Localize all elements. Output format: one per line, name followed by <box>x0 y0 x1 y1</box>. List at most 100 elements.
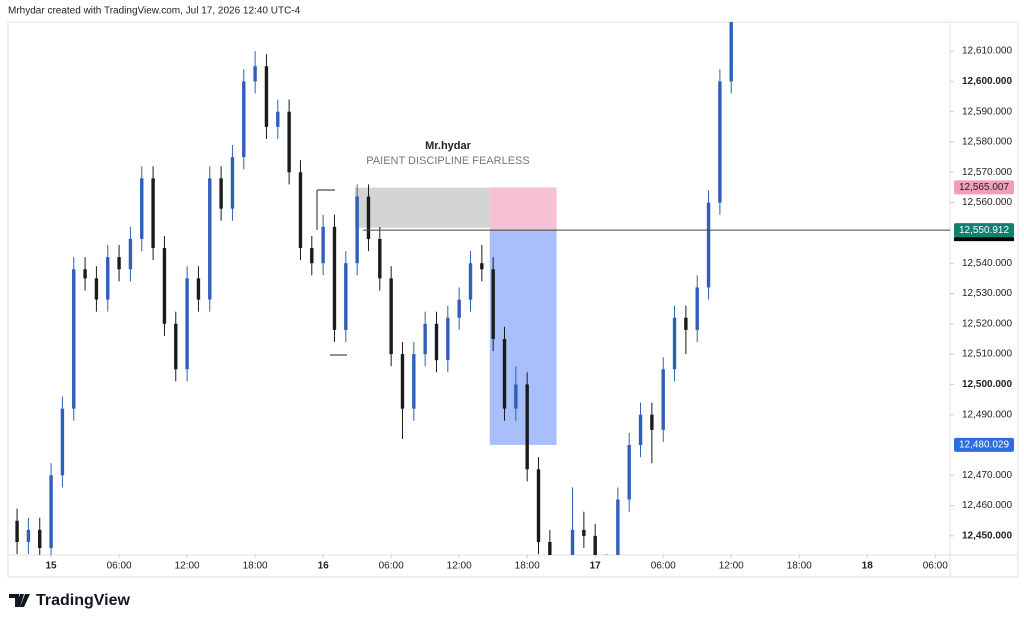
header: Mrhydar created with TradingView.com, Ju… <box>8 6 301 17</box>
candle <box>423 311 427 367</box>
candle-body <box>83 269 87 279</box>
candle-body <box>525 384 529 470</box>
candle <box>378 226 382 291</box>
candle <box>38 517 42 555</box>
candle <box>117 245 121 282</box>
y-tick-label: 12,490.000 <box>962 409 1012 420</box>
candle <box>276 99 280 139</box>
candle-body <box>298 172 303 249</box>
candle-body <box>253 66 257 82</box>
candle-body <box>15 520 19 542</box>
candle-body <box>423 323 427 355</box>
candle <box>570 487 575 555</box>
candle-body <box>616 499 620 555</box>
candle <box>60 396 65 488</box>
y-tick-label: 12,590.000 <box>962 106 1012 117</box>
stop-tag <box>954 180 1014 195</box>
y-tick-label: 12,610.000 <box>962 46 1012 57</box>
candle-body <box>491 269 495 339</box>
current-price-tag <box>954 237 1014 242</box>
candle-body <box>60 408 65 476</box>
candle-body <box>355 196 359 264</box>
candle <box>332 214 337 342</box>
candle <box>298 160 303 261</box>
candle-body <box>117 257 121 270</box>
y-tick-label: 12,560.000 <box>962 197 1012 208</box>
candle-body <box>650 414 654 430</box>
candle <box>83 257 87 291</box>
x-tick-label: 18:00 <box>787 561 812 572</box>
candle-body <box>264 66 269 127</box>
y-tick-label: 12,450.000 <box>962 531 1012 542</box>
candle-body <box>593 535 597 555</box>
candle <box>412 341 416 421</box>
candle-body <box>230 157 235 209</box>
y-tick-label: 12,520.000 <box>962 318 1012 329</box>
candle-body <box>162 248 167 324</box>
candle-body <box>638 414 643 446</box>
x-tick-label: 18:00 <box>243 561 268 572</box>
zone <box>354 187 490 228</box>
candle-body <box>480 263 484 270</box>
candle <box>106 245 110 312</box>
x-tick-label: 12:00 <box>719 561 744 572</box>
candle <box>185 266 189 382</box>
candle-body <box>38 529 42 549</box>
candle <box>536 457 541 555</box>
candle <box>94 266 99 312</box>
candle-body <box>174 323 178 370</box>
candle <box>457 287 461 330</box>
stop-zone <box>489 187 557 231</box>
candle-body <box>242 81 246 158</box>
entry-tag-label: 12,550.912 <box>959 225 1009 236</box>
chart-frame <box>7 21 1019 578</box>
candle <box>287 99 291 185</box>
candle-body <box>570 529 575 555</box>
candle-body <box>684 317 688 330</box>
candle-body <box>378 238 382 279</box>
candle <box>151 166 155 261</box>
candle-body <box>106 257 110 300</box>
candle <box>559 578 562 623</box>
candle <box>253 51 257 94</box>
candle-body <box>695 287 699 330</box>
plot-area <box>15 22 950 623</box>
candle-body <box>72 269 76 409</box>
candle-body <box>548 541 552 555</box>
candle-body <box>196 278 201 300</box>
candle-body <box>219 178 223 209</box>
x-tick-label: 18 <box>862 561 874 572</box>
candle <box>582 511 586 549</box>
candle-body <box>582 529 586 536</box>
candle-body <box>502 338 507 409</box>
candle <box>616 487 620 555</box>
candle-body <box>140 178 144 239</box>
candle <box>49 463 53 555</box>
candle-body <box>128 238 133 270</box>
annotation-title: Mr.hydar <box>425 140 472 152</box>
candle <box>15 508 19 555</box>
candle <box>684 305 688 355</box>
candle <box>140 166 144 252</box>
candle <box>366 184 371 252</box>
candle <box>638 402 643 458</box>
candle <box>400 341 405 439</box>
candle <box>310 235 314 276</box>
candle-body <box>434 323 439 361</box>
x-tick-label: 06:00 <box>107 561 132 572</box>
y-tick-label: 12,580.000 <box>962 137 1012 148</box>
x-tick-label: 06:00 <box>651 561 676 572</box>
candle <box>729 22 733 94</box>
entry-tag <box>954 223 1014 238</box>
candle <box>514 366 518 421</box>
x-tick-label: 16 <box>318 561 330 572</box>
candle-body <box>310 248 314 264</box>
candle-body <box>514 384 518 409</box>
candle <box>208 166 212 312</box>
candle <box>718 69 722 215</box>
candle <box>480 245 484 282</box>
candle <box>706 190 711 300</box>
candle <box>468 251 473 312</box>
candle <box>355 184 359 276</box>
candle <box>72 257 76 421</box>
